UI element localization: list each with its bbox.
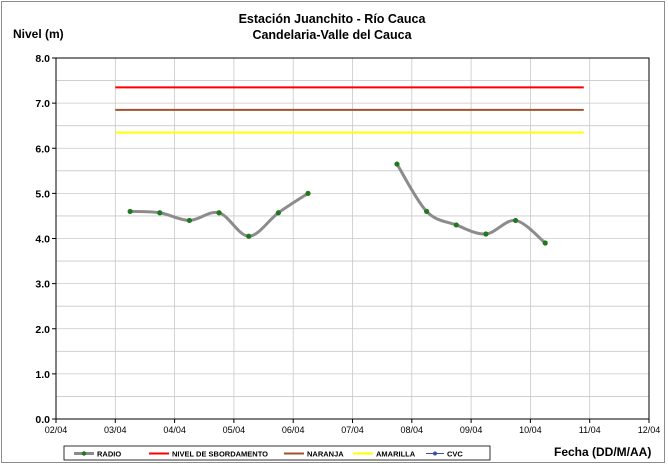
y-tick-label: 0.0 [35, 414, 50, 426]
legend-label: NARANJA [307, 449, 344, 458]
y-tick-label: 2.0 [35, 324, 50, 336]
cvc-point [512, 217, 519, 224]
x-axis-label: Fecha (DD/M/AA) [554, 445, 651, 459]
y-tick-label: 7.0 [35, 98, 50, 110]
y-tick-label: 5.0 [35, 188, 50, 200]
cvc-point [275, 210, 281, 216]
cvc-point [424, 208, 430, 215]
y-tick-label: 8.0 [35, 53, 50, 65]
x-axis-ticks: 02/04 03/04 04/04 05/04 06/04 07/04 08/04 09/04… [45, 419, 661, 435]
x-tick-label: 10/04 [519, 425, 542, 435]
legend: RADIO NIVEL DE SBORDAMENTO NARANJA AMARILLA… [63, 445, 491, 461]
legend-label: RADIO [97, 449, 121, 458]
x-tick-label: 06/04 [282, 425, 305, 435]
cvc-point [186, 217, 193, 224]
legend-box [63, 445, 491, 461]
legend-label: CVC [447, 449, 463, 458]
cvc-point [216, 210, 222, 216]
chart-subtitle: Candelaria-Valle del Cauca [252, 28, 412, 42]
marker-layer [127, 161, 548, 246]
x-tick-label: 11/04 [579, 425, 601, 435]
x-tick-label: 09/04 [460, 425, 483, 435]
y-tick-label: 4.0 [35, 234, 50, 246]
cvc-point [483, 231, 489, 237]
legend-label: NIVEL DE SBORDAMENTO [172, 449, 268, 458]
x-tick-label: 02/04 [45, 425, 68, 435]
cvc-point [305, 190, 311, 196]
x-tick-label: 12/04 [638, 425, 661, 435]
x-tick-label: 07/04 [341, 425, 364, 435]
y-tick-label: 6.0 [35, 143, 50, 155]
cvc-point [453, 222, 459, 228]
legend-items: RADIO NIVEL DE SBORDAMENTO NARANJA AMARILLA… [74, 449, 463, 458]
y-axis-ticks: 0.0 1.0 2.0 3.0 4.0 5.0 6.0 7.0 8.0 [35, 53, 56, 426]
x-tick-label: 05/04 [223, 425, 246, 435]
radio-series-line [395, 162, 547, 245]
y-tick-label: 1.0 [35, 369, 50, 381]
cvc-point [542, 240, 548, 246]
x-tick-label: 08/04 [401, 425, 424, 435]
cvc-point [246, 233, 252, 239]
gridlines [56, 57, 649, 420]
y-tick-label: 3.0 [35, 279, 50, 291]
cvc-point [394, 161, 400, 167]
x-tick-label: 03/04 [104, 425, 127, 435]
cvc-point [127, 208, 133, 215]
legend-label: AMARILLA [376, 449, 416, 458]
x-tick-label: 04/04 [163, 425, 186, 435]
legend-marker [81, 451, 87, 456]
chart-title: Estación Juanchito - Río Cauca [239, 12, 427, 26]
y-axis-label: Nivel (m) [13, 27, 64, 41]
legend-marker [433, 451, 437, 456]
cvc-point [157, 210, 163, 216]
